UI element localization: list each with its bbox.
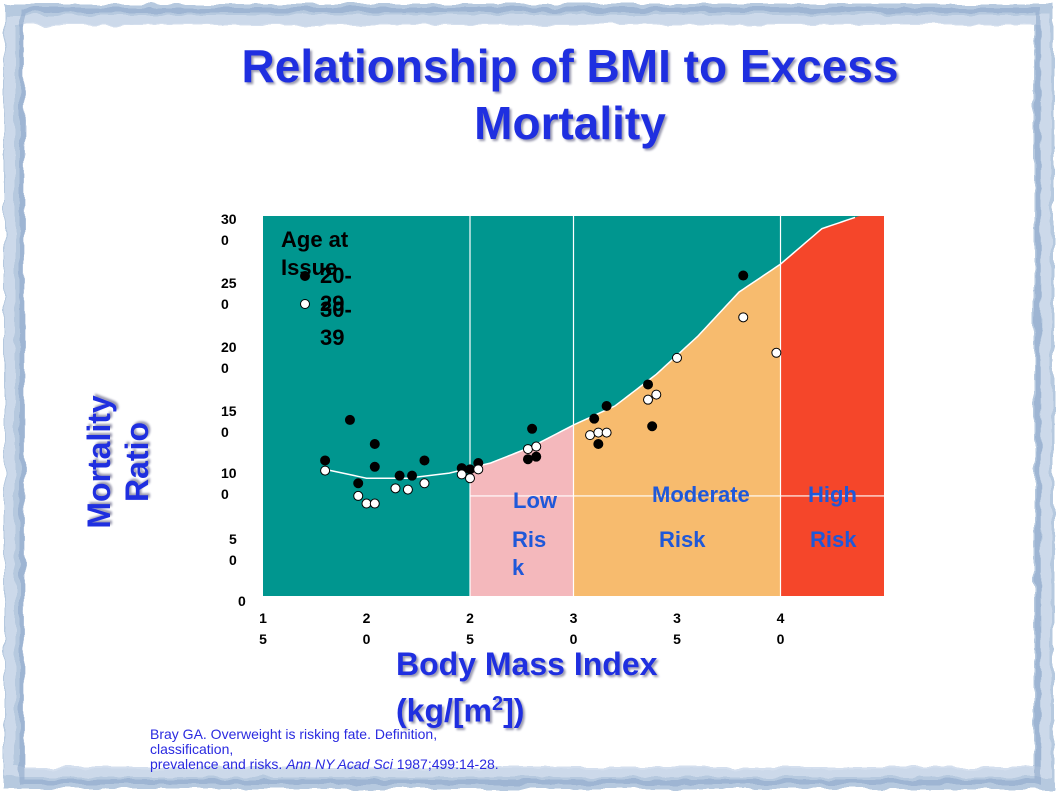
high-risk-label-bottom: Risk (810, 527, 857, 552)
y-tick-label: 100 (221, 465, 237, 502)
data-point-20-29 (531, 451, 542, 462)
data-point-30-39 (390, 483, 401, 494)
low-risk-label-top: Low (513, 488, 557, 513)
data-point-20-29 (465, 464, 475, 475)
data-point-30-39 (361, 498, 372, 509)
x-tick-label: 35 (673, 610, 681, 647)
data-point-20-29 (601, 401, 612, 411)
x-axis-label: Body Mass Index (kg/[m2]) (396, 646, 658, 729)
title-line-2: Mortality (474, 97, 666, 149)
x-tick-label: 20 (362, 610, 371, 647)
data-point-30-39 (593, 427, 604, 438)
data-point-20-29 (369, 439, 380, 449)
data-point-30-39 (531, 441, 542, 452)
data-point-30-39 (456, 469, 467, 480)
legend-marker-30-39 (300, 299, 310, 309)
data-point-30-39 (651, 389, 662, 400)
y-tick-label: 300 (221, 211, 237, 248)
citation: Bray GA. Overweight is risking fate. Def… (150, 727, 570, 772)
data-point-30-39 (320, 465, 331, 476)
data-point-30-39 (601, 427, 612, 438)
slide-title: Relationship of BMI to Excess Mortality (150, 38, 990, 152)
moderate-risk-zone (573, 264, 781, 596)
data-point-30-39 (738, 312, 749, 323)
x-tick-label: 15 (259, 610, 267, 647)
data-point-30-39 (522, 444, 533, 455)
data-point-20-29 (320, 455, 331, 466)
legend-entry-20-29: 20-29 (320, 263, 352, 316)
data-point-30-39 (672, 352, 682, 363)
y-axis-label: Mortality Ratio (81, 395, 155, 529)
data-point-20-29 (647, 421, 658, 432)
x-tick-label: 40 (776, 610, 785, 647)
data-point-20-29 (369, 461, 380, 472)
data-point-30-39 (369, 498, 380, 509)
data-point-20-29 (643, 379, 654, 390)
legend-entry-30-39: 30-39 (320, 297, 352, 350)
title-line-1: Relationship of BMI to Excess (241, 40, 899, 92)
data-point-20-29 (353, 478, 364, 489)
data-point-30-39 (402, 484, 413, 495)
data-point-20-29 (394, 470, 405, 481)
moderate-risk-label-bottom: Risk (659, 527, 706, 552)
data-point-30-39 (643, 394, 654, 405)
data-point-20-29 (522, 454, 533, 465)
data-point-20-29 (738, 270, 749, 281)
citation-line-3: prevalence and risks. (150, 756, 287, 772)
data-point-30-39 (585, 430, 596, 441)
low-risk-zone (470, 425, 574, 596)
data-point-20-29 (419, 455, 430, 466)
data-point-30-39 (353, 490, 364, 501)
high-risk-zone (780, 216, 884, 596)
data-point-30-39 (473, 464, 484, 475)
data-point-30-39 (771, 347, 782, 358)
citation-line-1: Bray GA. Overweight is risking fate. Def… (150, 726, 438, 742)
legend-marker-20-29 (300, 271, 310, 281)
data-point-30-39 (465, 473, 475, 484)
data-point-30-39 (419, 478, 430, 489)
y-tick-label: 50 (229, 531, 237, 568)
data-point-20-29 (593, 439, 604, 449)
y-tick-label: 200 (221, 339, 237, 376)
data-point-20-29 (344, 414, 355, 425)
y-tick-label: 150 (221, 403, 237, 440)
moderate-risk-label-top: Moderate (652, 482, 750, 507)
x-tick-label: 25 (466, 610, 474, 647)
citation-line-3-end: 1987;499:14-28. (392, 756, 499, 772)
data-point-20-29 (407, 470, 418, 481)
legend-title: Age at Issue (281, 227, 349, 280)
x-tick-label: 30 (569, 610, 578, 647)
data-point-20-29 (527, 423, 538, 434)
y-tick-label: 0 (238, 593, 246, 609)
data-point-20-29 (589, 413, 600, 424)
citation-line-2: classification, (150, 741, 234, 757)
low-risk-label-bottom: Risk (512, 527, 547, 580)
y-tick-label: 250 (221, 275, 237, 312)
high-risk-label-top: High (808, 482, 857, 507)
citation-journal: Ann NY Acad Sci (286, 756, 393, 772)
